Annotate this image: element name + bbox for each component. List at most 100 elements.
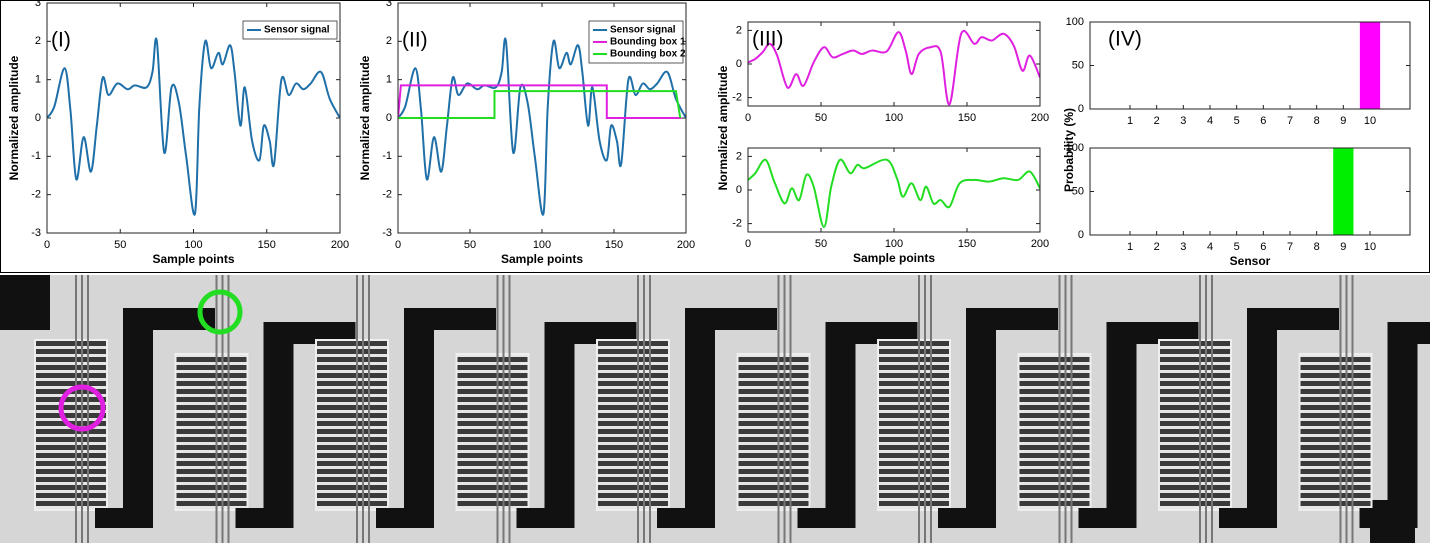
legend-label: Bounding box 1 bbox=[610, 37, 686, 48]
bar bbox=[1360, 22, 1380, 109]
y-tick-label: 1 bbox=[35, 74, 41, 86]
y-tick-label: -2 bbox=[382, 189, 392, 201]
x-tick-label: 200 bbox=[677, 239, 695, 251]
x-tick-label: 10 bbox=[1364, 115, 1376, 127]
trace bbox=[228, 275, 230, 543]
x-tick-label: 50 bbox=[464, 239, 476, 251]
y-tick-label: 50 bbox=[1072, 59, 1084, 71]
trace bbox=[368, 275, 370, 543]
x-tick-label: 4 bbox=[1207, 115, 1213, 127]
y-tick-label: 2 bbox=[35, 35, 41, 47]
trace bbox=[1071, 275, 1073, 543]
trace bbox=[81, 275, 83, 543]
trace bbox=[503, 275, 505, 543]
y-tick-label: 0 bbox=[1078, 103, 1084, 115]
x-tick-label: 7 bbox=[1287, 241, 1293, 253]
trace bbox=[924, 275, 926, 543]
bar bbox=[1333, 148, 1353, 235]
x-tick-label: 2 bbox=[1154, 115, 1160, 127]
meander bbox=[1019, 354, 1091, 510]
y-tick-label: 0 bbox=[736, 184, 742, 196]
x-tick-label: 50 bbox=[114, 239, 126, 251]
y-axis-label: Probability (%) bbox=[1062, 108, 1076, 192]
trace bbox=[1340, 275, 1342, 543]
trace bbox=[1352, 275, 1354, 543]
trace bbox=[75, 275, 77, 543]
y-tick-label: -2 bbox=[732, 92, 742, 104]
panel-label: (I) bbox=[51, 29, 71, 52]
legend-label: Sensor signal bbox=[264, 25, 330, 36]
meander bbox=[738, 354, 810, 510]
panel-label: (IV) bbox=[1108, 28, 1142, 51]
x-axis-label: Sample points bbox=[853, 251, 935, 265]
photo-block bbox=[0, 275, 50, 330]
y-tick-label: -2 bbox=[732, 218, 742, 230]
trace bbox=[356, 275, 358, 543]
y-tick-label: 2 bbox=[386, 35, 392, 47]
legend-label: Sensor signal bbox=[610, 25, 676, 36]
x-tick-label: 6 bbox=[1260, 115, 1266, 127]
x-tick-label: 150 bbox=[258, 239, 276, 251]
x-tick-label: 100 bbox=[533, 239, 551, 251]
y-tick-label: 3 bbox=[386, 0, 392, 9]
trace bbox=[784, 275, 786, 543]
x-tick-label: 2 bbox=[1154, 241, 1160, 253]
y-tick-label: -1 bbox=[31, 150, 41, 162]
y-tick-label: 3 bbox=[35, 0, 41, 9]
x-tick-label: 100 bbox=[184, 239, 202, 251]
y-axis-label: Normalized amplitude bbox=[358, 55, 372, 180]
x-tick-label: 100 bbox=[885, 112, 903, 124]
x-tick-label: 50 bbox=[815, 112, 827, 124]
y-tick-label: -3 bbox=[31, 227, 41, 239]
sensor-photo bbox=[0, 275, 1430, 543]
y-axis-label: Normalized amplitude bbox=[7, 55, 21, 180]
x-tick-label: 200 bbox=[1031, 112, 1049, 124]
y-tick-label: 0 bbox=[1078, 229, 1084, 241]
x-tick-label: 50 bbox=[815, 238, 827, 250]
trace bbox=[1205, 275, 1207, 543]
y-tick-label: 2 bbox=[736, 150, 742, 162]
meander bbox=[597, 340, 669, 510]
y-tick-label: 0 bbox=[386, 112, 392, 124]
x-tick-label: 0 bbox=[395, 239, 401, 251]
x-tick-label: 1 bbox=[1127, 115, 1133, 127]
x-tick-label: 5 bbox=[1234, 241, 1240, 253]
y-tick-label: 2 bbox=[736, 24, 742, 36]
x-tick-label: 200 bbox=[1031, 238, 1049, 250]
x-axis-label: Sample points bbox=[501, 252, 583, 266]
trace bbox=[778, 275, 780, 543]
trace bbox=[1211, 275, 1213, 543]
x-tick-label: 0 bbox=[44, 239, 50, 251]
trace bbox=[509, 275, 511, 543]
chart-panel-frame bbox=[1, 1, 1430, 273]
meander bbox=[457, 354, 529, 510]
trace bbox=[643, 275, 645, 543]
meander bbox=[878, 340, 950, 510]
trace bbox=[918, 275, 920, 543]
x-tick-label: 7 bbox=[1287, 115, 1293, 127]
trace bbox=[1065, 275, 1067, 543]
meander bbox=[316, 340, 388, 510]
y-tick-label: -2 bbox=[31, 189, 41, 201]
meander bbox=[1300, 354, 1372, 510]
trace bbox=[649, 275, 651, 543]
trace bbox=[1059, 275, 1061, 543]
trace bbox=[1199, 275, 1201, 543]
x-tick-label: 6 bbox=[1260, 241, 1266, 253]
x-tick-label: 3 bbox=[1180, 115, 1186, 127]
trace bbox=[497, 275, 499, 543]
x-tick-label: 8 bbox=[1314, 241, 1320, 253]
y-axis-label: Normalized amplitude bbox=[716, 65, 730, 190]
trace bbox=[637, 275, 639, 543]
x-tick-label: 1 bbox=[1127, 241, 1133, 253]
x-tick-label: 150 bbox=[958, 112, 976, 124]
x-tick-label: 0 bbox=[745, 238, 751, 250]
y-tick-label: 100 bbox=[1066, 16, 1084, 28]
x-axis-label: Sample points bbox=[152, 252, 234, 266]
x-tick-label: 200 bbox=[331, 239, 349, 251]
x-tick-label: 0 bbox=[745, 112, 751, 124]
x-tick-label: 5 bbox=[1234, 115, 1240, 127]
y-tick-label: 1 bbox=[386, 74, 392, 86]
